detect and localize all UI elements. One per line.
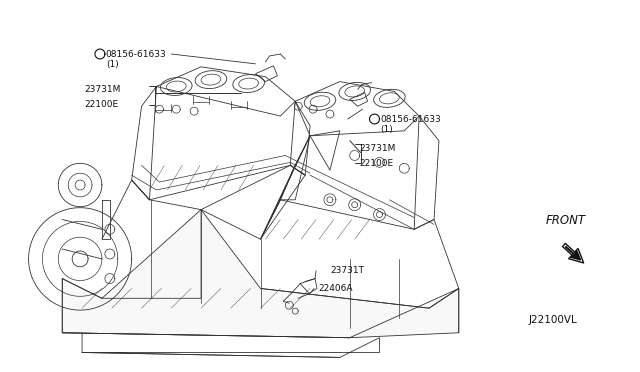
- Text: 08156-61633: 08156-61633: [106, 49, 166, 58]
- Text: (1): (1): [380, 125, 393, 134]
- Text: 22406A: 22406A: [318, 284, 353, 293]
- Text: 23731M: 23731M: [360, 144, 396, 153]
- Text: (1): (1): [106, 60, 118, 69]
- Text: J22100VL: J22100VL: [528, 315, 577, 325]
- Text: 22100E: 22100E: [360, 159, 394, 168]
- Polygon shape: [62, 210, 459, 338]
- Text: FRONT: FRONT: [546, 214, 586, 227]
- Text: 23731M: 23731M: [84, 85, 120, 94]
- Text: 22100E: 22100E: [84, 100, 118, 109]
- Text: 08156-61633: 08156-61633: [380, 115, 441, 124]
- Text: 23731T: 23731T: [330, 266, 364, 275]
